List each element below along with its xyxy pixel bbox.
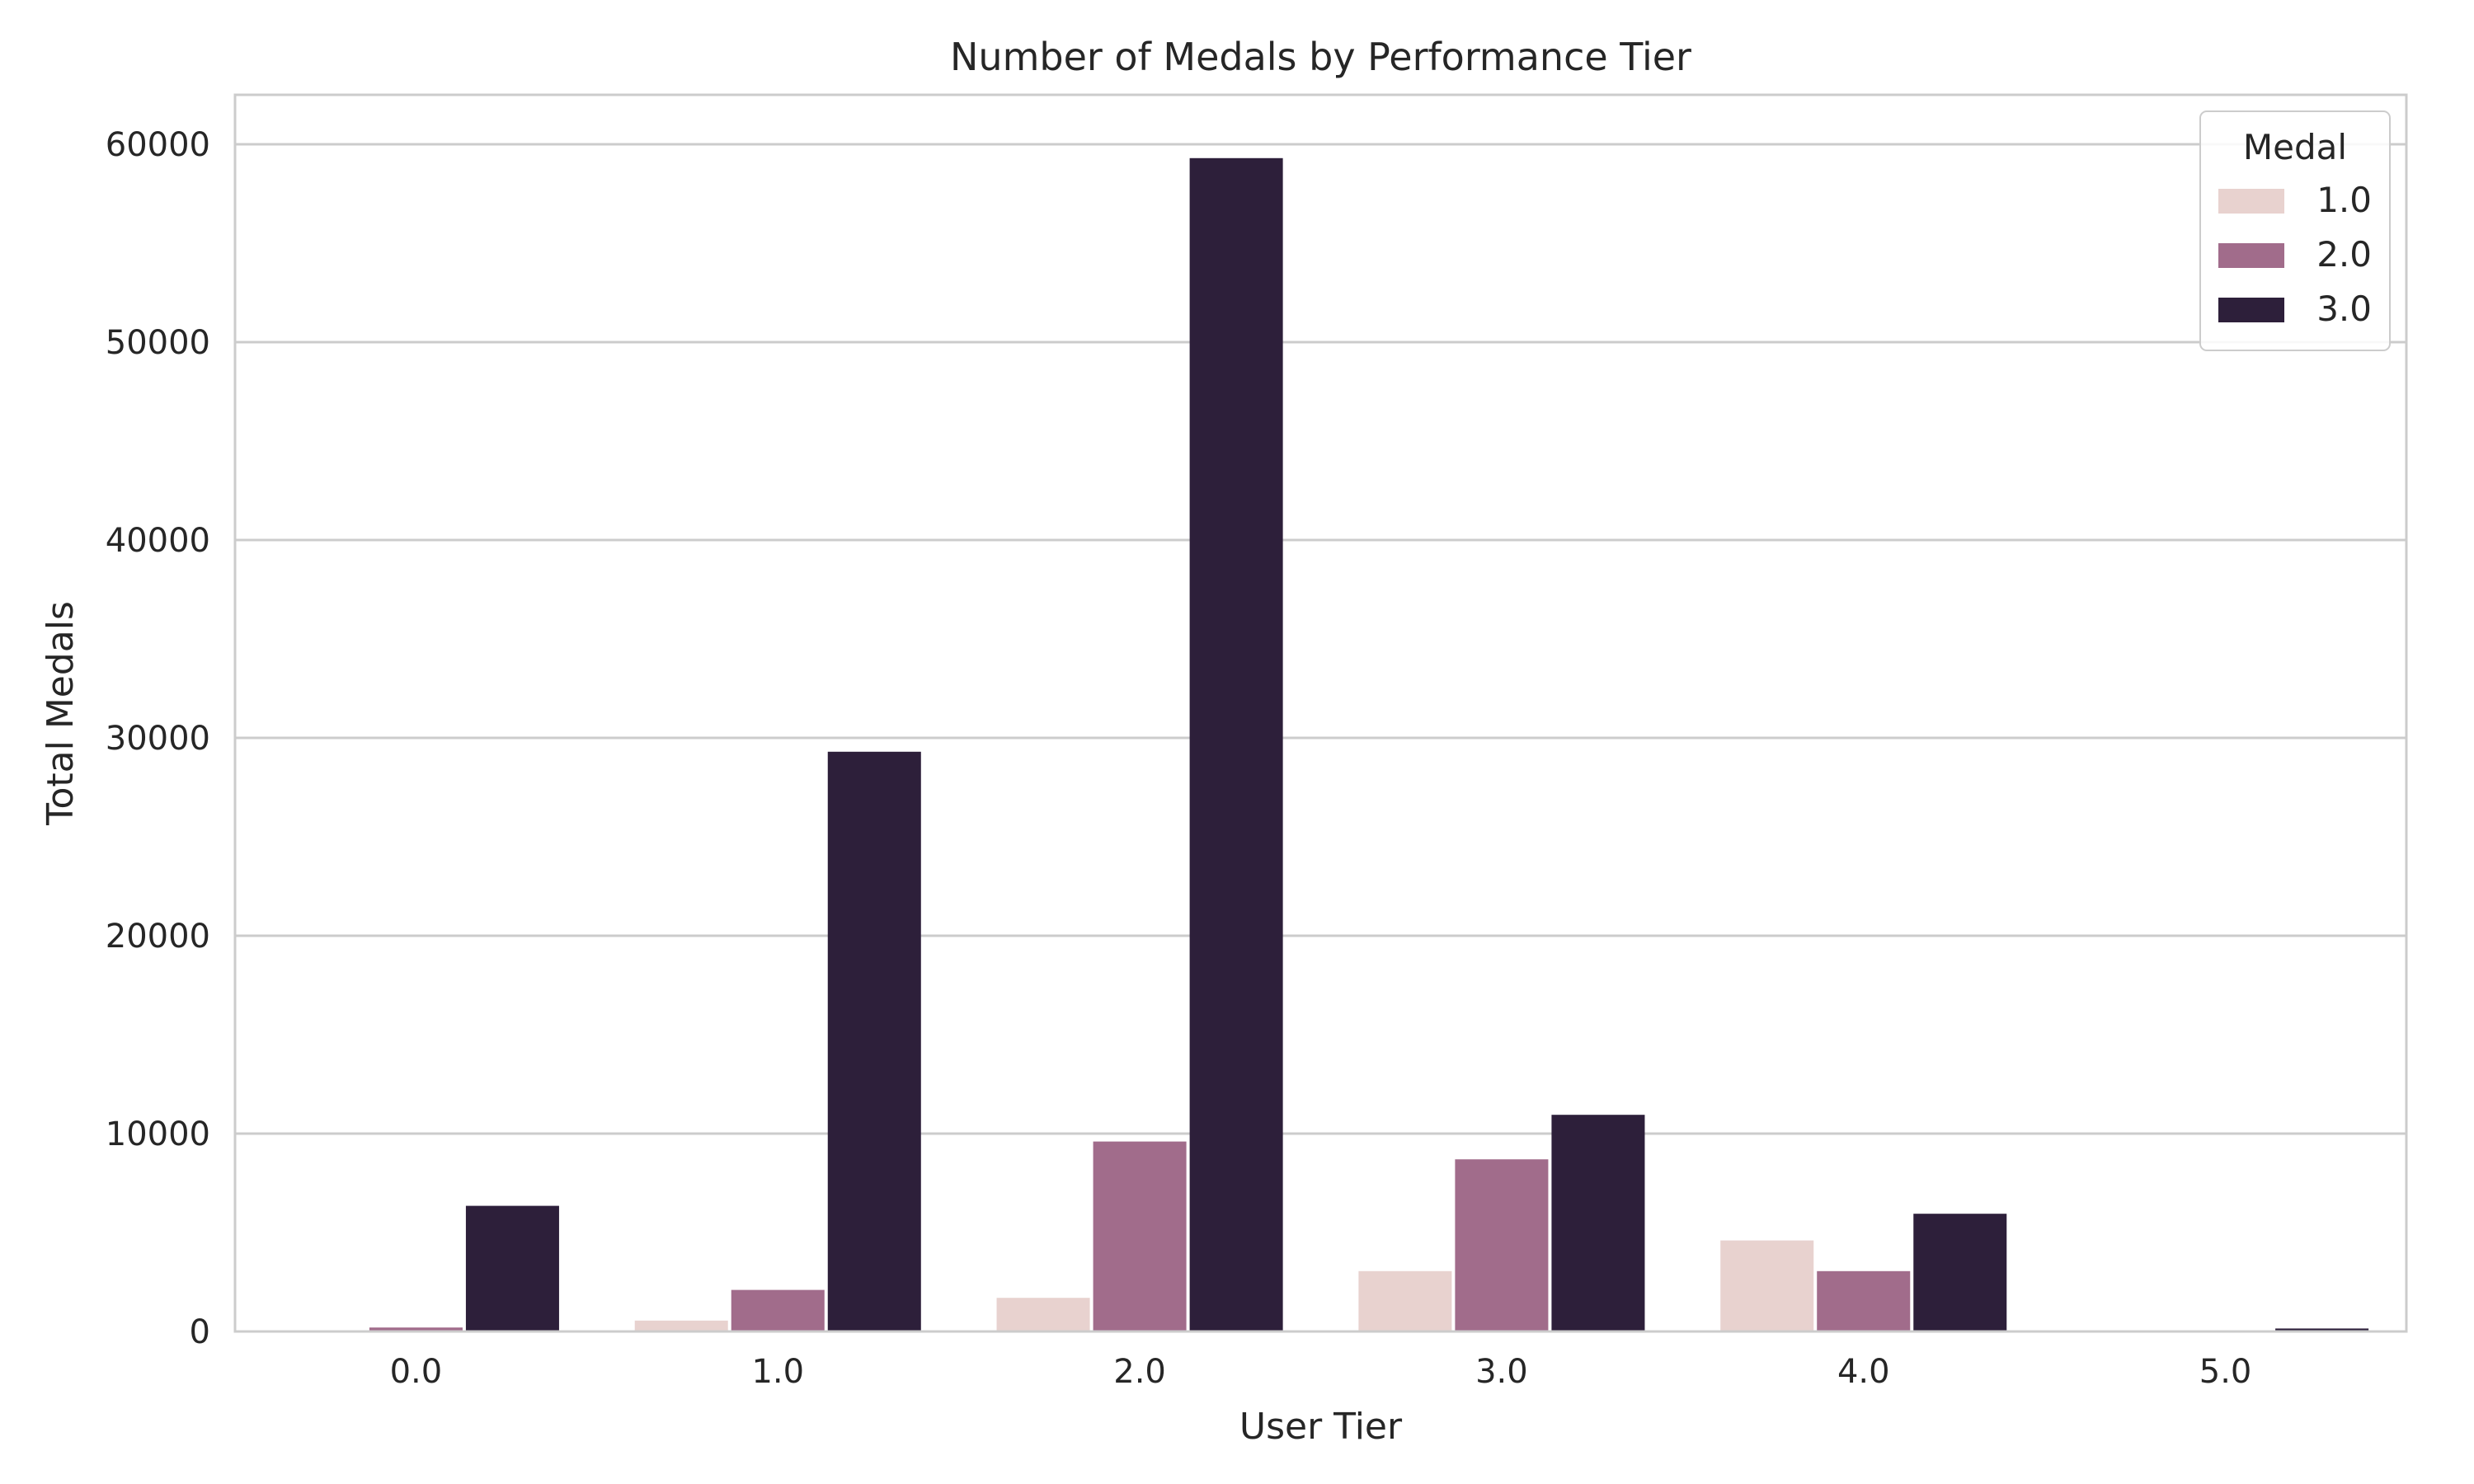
legend-swatch: [2218, 298, 2284, 322]
y-tick-label: 30000: [106, 720, 210, 758]
x-axis-title: User Tier: [1239, 1406, 1403, 1448]
legend-label: 2.0: [2316, 234, 2372, 275]
y-tick-label: 60000: [106, 126, 210, 164]
y-tick-label: 10000: [106, 1115, 210, 1153]
bar-1.0-medal-3.0: [827, 751, 921, 1331]
bar-5.0-medal-3.0: [2275, 1328, 2369, 1331]
y-axis-title: Total Medals: [40, 601, 82, 826]
legend-swatch: [2218, 189, 2284, 214]
bar-0.0-medal-3.0: [465, 1205, 559, 1331]
y-tick-labels: 0 10000 20000 30000 40000 50000 60000: [106, 126, 210, 1351]
bar-1.0-medal-2.0: [731, 1289, 825, 1331]
plot-frame: [233, 93, 2408, 1333]
bar-3.0-medal-2.0: [1455, 1159, 1549, 1331]
y-tick-label: 0: [190, 1313, 210, 1351]
bar-3.0-medal-1.0: [1358, 1270, 1452, 1331]
bar-2.0-medal-3.0: [1189, 157, 1283, 1331]
legend: Medal 1.0 2.0 3.0: [2199, 110, 2391, 351]
bar-4.0-medal-3.0: [1913, 1214, 2007, 1331]
chart-title: Number of Medals by Performance Tier: [950, 35, 1691, 79]
x-tick-label: 5.0: [2199, 1353, 2252, 1391]
legend-label: 3.0: [2316, 289, 2372, 329]
x-tick-label: 0.0: [390, 1353, 443, 1391]
x-tick-label: 1.0: [751, 1353, 804, 1391]
y-tick-label: 50000: [106, 324, 210, 362]
bar-2.0-medal-1.0: [996, 1298, 1090, 1331]
x-tick-labels: 0.0 1.0 2.0 3.0 4.0 5.0: [390, 1353, 2252, 1391]
y-tick-label: 20000: [106, 918, 210, 956]
bars: [369, 157, 2369, 1331]
y-tick-label: 40000: [106, 522, 210, 560]
legend-title: Medal: [2243, 127, 2347, 167]
legend-swatch: [2218, 243, 2284, 268]
bar-1.0-medal-1.0: [634, 1320, 728, 1331]
gridlines: [235, 143, 2406, 1333]
x-tick-label: 3.0: [1475, 1353, 1528, 1391]
legend-box: [2199, 110, 2391, 351]
legend-label: 1.0: [2316, 180, 2372, 220]
bar-3.0-medal-3.0: [1551, 1115, 1645, 1331]
bar-2.0-medal-2.0: [1093, 1141, 1187, 1331]
legend-items: 1.0 2.0 3.0: [2218, 180, 2372, 329]
bar-4.0-medal-2.0: [1817, 1270, 1911, 1331]
bar-0.0-medal-2.0: [369, 1327, 463, 1331]
bar-4.0-medal-1.0: [1720, 1240, 1814, 1331]
x-tick-label: 4.0: [1837, 1353, 1890, 1391]
x-tick-label: 2.0: [1113, 1353, 1166, 1391]
